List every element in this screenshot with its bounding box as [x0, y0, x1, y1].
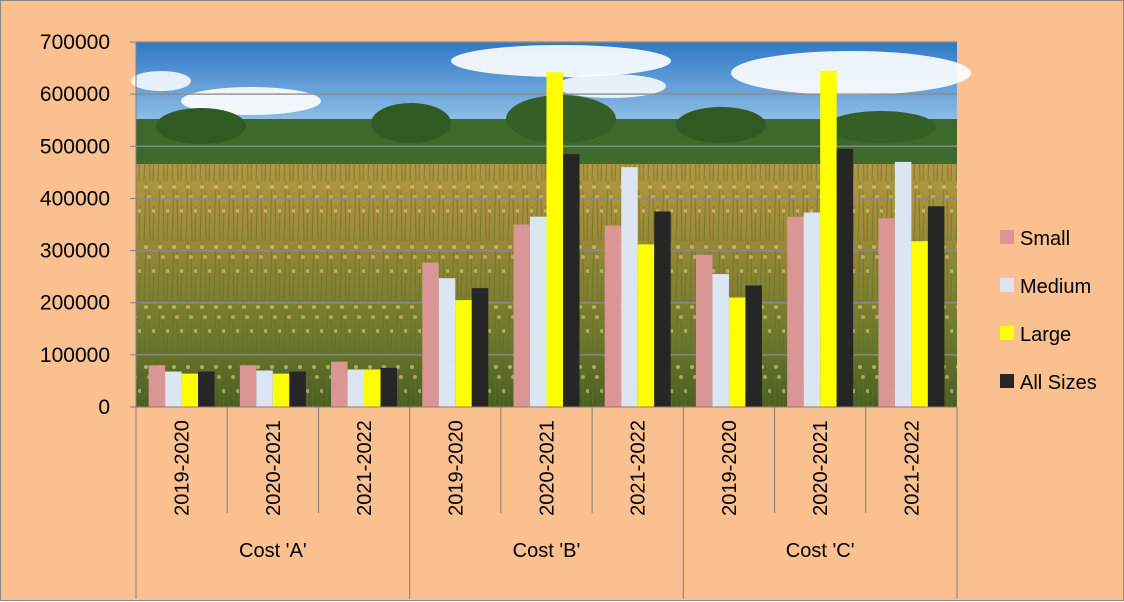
bar-large	[728, 297, 746, 407]
bar-large	[181, 373, 199, 407]
bar-small	[513, 224, 530, 407]
legend-swatch-medium	[1000, 278, 1014, 292]
bar-medium	[438, 278, 456, 407]
bar-large	[637, 244, 655, 407]
y-tick-label: 200000	[40, 292, 110, 315]
bar-medium	[347, 369, 365, 407]
legend-swatch-all-sizes	[1000, 374, 1014, 388]
x-tick-label: 2020-2021	[263, 420, 285, 516]
x-tick-labels: 2019-2020 2020-2021 2021-2022 2019-2020 2020…	[172, 420, 924, 516]
bars	[148, 70, 945, 408]
bar-large	[272, 373, 290, 407]
bar-medium	[894, 161, 912, 407]
bar-small	[695, 254, 713, 407]
x-tick-label: 2019-2020	[445, 420, 467, 516]
y-tick-label: 700000	[40, 31, 110, 54]
bar-large	[546, 72, 563, 408]
bar-large	[820, 70, 837, 408]
y-tick-label: 300000	[40, 240, 110, 263]
bar-large	[911, 241, 928, 407]
bar-all-sizes	[380, 367, 398, 407]
y-tick-label: 600000	[40, 83, 110, 106]
bar-small	[604, 225, 622, 407]
axes	[130, 41, 958, 599]
bar-all-sizes	[198, 371, 215, 407]
bar-medium	[256, 370, 273, 407]
bar-all-sizes	[927, 206, 945, 407]
bar-all-sizes	[654, 211, 671, 407]
legend-swatch-large	[1000, 326, 1014, 340]
y-tick-label: 100000	[40, 344, 110, 367]
bar-small	[148, 365, 166, 407]
y-tick-label: 0	[98, 396, 110, 419]
bar-large	[455, 300, 472, 407]
bar-small	[787, 216, 804, 407]
bar-all-sizes	[471, 288, 489, 407]
y-tick-labels: 0 100000 200000 300000 400000 500000 600000 700…	[40, 31, 110, 419]
bar-large	[364, 369, 381, 407]
y-tick-label: 500000	[40, 135, 110, 158]
x-tick-label: 2019-2020	[719, 420, 741, 516]
legend-label: Medium	[1020, 276, 1091, 298]
legend-label: All Sizes	[1020, 372, 1097, 394]
legend-label: Large	[1020, 324, 1071, 346]
x-group-labels: Cost 'A' Cost 'B' Cost 'C'	[239, 540, 855, 562]
bar-medium	[712, 274, 729, 407]
bar-medium	[803, 212, 821, 407]
legend: Small Medium Large All Sizes	[1000, 228, 1097, 394]
legend-label: Small	[1020, 228, 1070, 250]
bar-medium	[530, 216, 547, 407]
bar-all-sizes	[745, 285, 762, 407]
bar-medium	[621, 167, 638, 407]
y-tick-label: 400000	[40, 187, 110, 210]
x-tick-label: 2020-2021	[810, 420, 832, 516]
x-group-label: Cost 'C'	[786, 540, 855, 562]
bar-all-sizes	[836, 148, 854, 407]
x-tick-label: 2019-2020	[172, 420, 194, 516]
legend-swatch-small	[1000, 230, 1014, 244]
bar-all-sizes	[563, 154, 580, 407]
x-tick-label: 2021-2022	[901, 420, 923, 516]
x-group-label: Cost 'A'	[239, 540, 307, 562]
bar-small	[422, 262, 439, 407]
bar-small	[239, 365, 257, 407]
bar-small	[331, 361, 348, 407]
x-tick-label: 2021-2022	[354, 420, 376, 516]
x-tick-label: 2021-2022	[628, 420, 650, 516]
x-tick-label: 2020-2021	[537, 420, 559, 516]
bar-small	[878, 218, 895, 407]
bar-all-sizes	[289, 371, 306, 407]
x-group-label: Cost 'B'	[513, 540, 581, 562]
bar-medium	[165, 371, 182, 407]
